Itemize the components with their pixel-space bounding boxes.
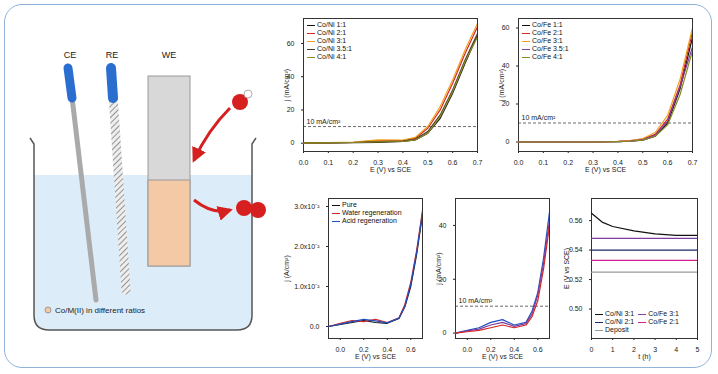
html-text:Co/Ni 1:1: Co/Ni 1:1 [317,21,347,28]
svg-text:Co/M(II) in different ratios: Co/M(II) in different ratios [55,306,145,315]
svg-text:3.0x10⁻²: 3.0x10⁻² [294,203,320,210]
svg-text:j (mA/cm²): j (mA/cm²) [435,252,443,285]
svg-text:20: 20 [438,275,447,283]
html-text:Co/Fe 3:1: Co/Fe 3:1 [648,310,679,317]
svg-text:0.4: 0.4 [382,346,393,354]
svg-text:0.2: 0.2 [358,346,369,354]
svg-text:40: 40 [502,62,510,69]
svg-text:j (mA/cm²): j (mA/cm²) [498,69,506,102]
html-text:Co/Ni 2:1: Co/Ni 2:1 [317,29,347,36]
svg-text:0.6: 0.6 [448,159,458,166]
svg-text:1.0x10⁻²: 1.0x10⁻² [294,283,320,290]
svg-text:0.6: 0.6 [663,159,673,166]
svg-text:j (A/cm²): j (A/cm²) [283,255,291,282]
svg-text:0: 0 [506,138,510,145]
svg-text:60: 60 [287,40,295,47]
svg-text:0.0: 0.0 [514,159,524,166]
svg-text:t (h): t (h) [638,353,650,361]
svg-text:10 mA/cm²: 10 mA/cm² [307,118,342,125]
html-text:Co/Ni 3:1: Co/Ni 3:1 [605,310,635,317]
svg-text:0.0: 0.0 [462,346,472,353]
svg-text:0: 0 [443,329,447,336]
svg-text:5: 5 [696,346,700,353]
svg-text:WE: WE [162,50,177,60]
svg-text:0.0: 0.0 [299,159,309,166]
svg-text:0: 0 [590,346,594,353]
svg-text:2: 2 [632,346,636,353]
svg-text:0.7: 0.7 [473,159,483,166]
svg-text:0.4: 0.4 [509,346,520,354]
html-text:Co/Ni 4:1: Co/Ni 4:1 [317,53,347,60]
svg-text:0.2: 0.2 [348,159,358,166]
svg-text:0.6: 0.6 [533,346,543,353]
svg-text:E (V) vs SCE: E (V) vs SCE [355,353,397,361]
html-text:Co/Fe 4:1: Co/Fe 4:1 [532,53,563,60]
svg-text:10 mA/cm²: 10 mA/cm² [459,297,494,304]
svg-text:j (mA/cm²): j (mA/cm²) [283,69,291,102]
svg-text:60: 60 [502,24,510,31]
svg-text:0.2: 0.2 [563,159,573,166]
svg-text:20: 20 [287,106,295,113]
html-text:Acid regeneration: Acid regeneration [342,217,397,224]
svg-text:0.0: 0.0 [335,346,345,353]
svg-text:0.6: 0.6 [406,346,416,353]
svg-text:40: 40 [439,222,447,229]
svg-text:0.54: 0.54 [569,246,583,253]
svg-text:0.5: 0.5 [423,159,433,166]
svg-text:40: 40 [286,72,295,80]
svg-text:2.0x10⁻²: 2.0x10⁻² [294,243,320,250]
svg-text:20: 20 [501,100,510,108]
svg-text:E (V) vs SCE: E (V) vs SCE [370,166,412,174]
svg-text:0.52: 0.52 [569,276,583,283]
html-text:Co/Fe 2:1: Co/Fe 2:1 [532,29,563,36]
svg-text:E (V) vs SCE: E (V) vs SCE [585,166,627,174]
svg-text:0.7: 0.7 [688,159,698,166]
svg-text:0.4: 0.4 [398,159,408,167]
svg-text:4: 4 [674,346,678,353]
svg-text:10 mA/cm²: 10 mA/cm² [522,114,557,121]
html-text:Co/Ni 2:1: Co/Ni 2:1 [605,318,635,325]
svg-text:RE: RE [106,50,119,60]
svg-text:E (V vs SCE): E (V vs SCE) [563,248,571,289]
html-text:Co/Fe 3.5:1: Co/Fe 3.5:1 [532,45,569,52]
html-text:Deposit: Deposit [605,326,629,333]
html-text:Co/Fe 3:1: Co/Fe 3:1 [532,37,563,44]
svg-text:0.56: 0.56 [569,217,583,224]
svg-text:1: 1 [611,346,615,353]
svg-text:3: 3 [653,346,657,353]
svg-text:0: 0 [291,139,295,146]
html-text:Co/Fe 2:1: Co/Fe 2:1 [648,318,679,325]
svg-text:0.1: 0.1 [323,159,333,166]
svg-text:0.5: 0.5 [638,159,648,166]
html-text:Co/Ni 3.5:1: Co/Ni 3.5:1 [317,45,352,52]
svg-text:0.3: 0.3 [373,159,383,167]
svg-text:0.2: 0.2 [485,346,496,354]
svg-text:0.1: 0.1 [538,159,548,166]
svg-text:E (V) vs SCE: E (V) vs SCE [482,353,524,361]
html-text:Co/Fe 1:1: Co/Fe 1:1 [532,21,563,28]
html-text:Water regeneration: Water regeneration [342,209,402,216]
svg-text:0.3: 0.3 [588,159,598,167]
html-text:Co/Ni 3:1: Co/Ni 3:1 [317,37,347,44]
svg-text:0.0: 0.0 [310,323,320,330]
svg-text:0.4: 0.4 [613,159,623,167]
svg-text:CE: CE [64,50,77,60]
html-text:Pure: Pure [342,201,357,208]
svg-text:0.50: 0.50 [569,305,583,312]
